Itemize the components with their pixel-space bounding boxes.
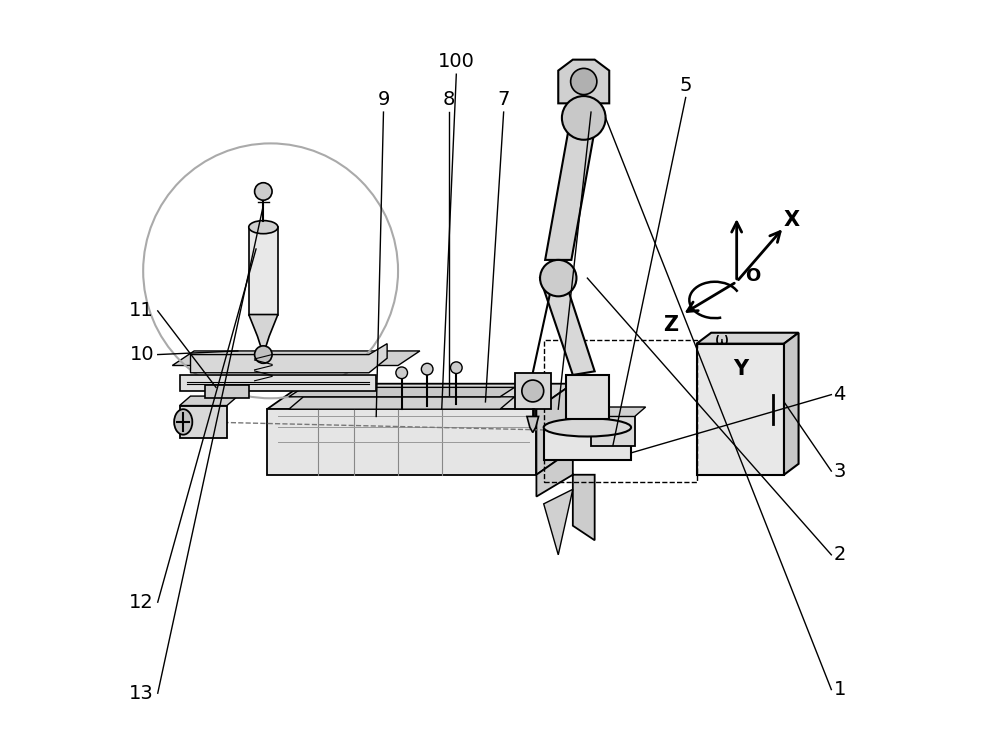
- FancyBboxPatch shape: [697, 344, 784, 474]
- Ellipse shape: [249, 221, 278, 234]
- Text: 3: 3: [834, 461, 846, 480]
- Text: 6: 6: [585, 90, 597, 109]
- Text: 12: 12: [129, 593, 154, 612]
- Text: 10: 10: [129, 345, 154, 364]
- Polygon shape: [289, 397, 515, 409]
- Text: 4: 4: [834, 385, 846, 404]
- FancyBboxPatch shape: [591, 417, 635, 446]
- Polygon shape: [536, 450, 595, 540]
- FancyBboxPatch shape: [566, 375, 609, 419]
- Text: X: X: [783, 210, 799, 230]
- Polygon shape: [172, 351, 420, 366]
- Text: ω: ω: [715, 331, 729, 349]
- Polygon shape: [697, 333, 799, 344]
- Polygon shape: [191, 344, 387, 373]
- Polygon shape: [249, 314, 278, 355]
- Text: Y: Y: [733, 359, 748, 379]
- Text: O: O: [745, 267, 761, 285]
- Polygon shape: [267, 384, 573, 409]
- Text: 11: 11: [129, 301, 154, 320]
- FancyBboxPatch shape: [544, 428, 631, 461]
- Polygon shape: [544, 489, 573, 555]
- Polygon shape: [267, 409, 536, 474]
- Text: 5: 5: [679, 75, 692, 94]
- Circle shape: [522, 380, 544, 402]
- Polygon shape: [784, 333, 799, 474]
- Text: 8: 8: [443, 90, 455, 109]
- Text: Z: Z: [664, 316, 679, 336]
- Polygon shape: [180, 396, 238, 406]
- FancyBboxPatch shape: [249, 227, 278, 314]
- Polygon shape: [540, 270, 595, 375]
- Text: 1: 1: [834, 680, 846, 699]
- Polygon shape: [289, 387, 515, 397]
- Circle shape: [562, 96, 606, 140]
- FancyBboxPatch shape: [515, 373, 551, 409]
- Text: 2: 2: [834, 545, 846, 564]
- Polygon shape: [536, 384, 573, 474]
- Text: 13: 13: [129, 683, 154, 702]
- Circle shape: [421, 363, 433, 375]
- FancyBboxPatch shape: [180, 375, 376, 391]
- Polygon shape: [591, 407, 646, 417]
- Polygon shape: [558, 60, 609, 103]
- Ellipse shape: [544, 418, 631, 436]
- Circle shape: [450, 362, 462, 374]
- Circle shape: [540, 260, 576, 296]
- FancyBboxPatch shape: [205, 385, 249, 398]
- Polygon shape: [545, 118, 597, 260]
- Text: 100: 100: [438, 53, 475, 72]
- Polygon shape: [527, 417, 539, 433]
- Text: 7: 7: [497, 90, 510, 109]
- FancyBboxPatch shape: [180, 406, 227, 439]
- Text: 9: 9: [377, 90, 390, 109]
- Circle shape: [255, 183, 272, 200]
- Ellipse shape: [174, 409, 192, 435]
- Circle shape: [255, 346, 272, 363]
- Circle shape: [396, 367, 408, 379]
- Circle shape: [571, 69, 597, 94]
